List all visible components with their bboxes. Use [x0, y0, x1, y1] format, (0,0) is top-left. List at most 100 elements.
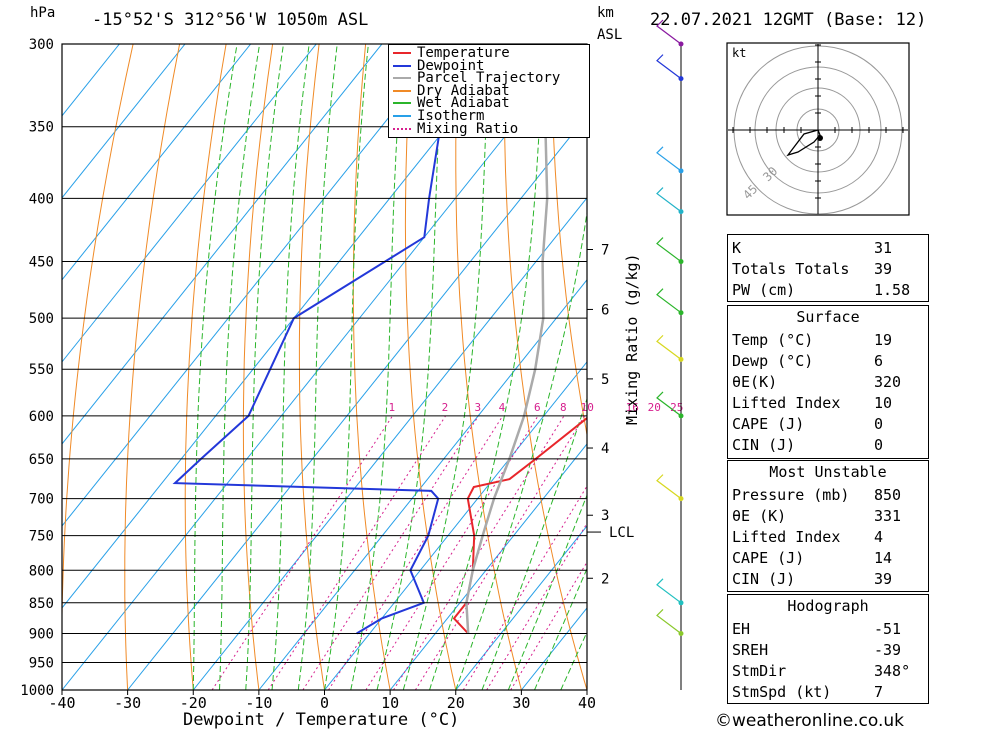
pressure-tick-label: 700	[29, 492, 54, 508]
indices-box: K 31 Totals Totals 39 PW (cm) 1.58	[727, 234, 929, 302]
chart-legend: Temperature Dewpoint Parcel Trajectory Dry …	[388, 44, 590, 138]
index-label: θE (K)	[732, 506, 787, 525]
x-tick-label: 0	[320, 694, 329, 712]
wind-barb	[656, 146, 682, 172]
index-label: Totals Totals	[732, 259, 850, 278]
legend-swatch	[393, 115, 411, 117]
hodograph-box: Hodograph EH -51 SREH -39 StmDir 348° StmSpd (…	[727, 594, 929, 704]
index-value: 1.58	[874, 280, 911, 299]
legend-label: Wet Adiabat	[417, 95, 510, 112]
index-value: 850	[874, 485, 902, 504]
legend-item: Dewpoint	[393, 57, 485, 74]
isotherm-line	[324, 361, 587, 690]
index-row: EH -51	[728, 618, 928, 639]
legend-item: Mixing Ratio	[393, 122, 518, 136]
index-label: Pressure (mb)	[732, 485, 850, 504]
legend-label: Dewpoint	[417, 57, 485, 74]
surface-box: Surface Temp (°C) 19 Dewp (°C) 6 θE(K) 320 Lif…	[727, 305, 929, 459]
isotherm-line	[455, 525, 587, 690]
index-row: θE(K) 320	[728, 371, 928, 392]
pressure-tick-label: 350	[29, 120, 54, 136]
wind-barb	[656, 609, 682, 634]
isotherm-line	[62, 44, 186, 199]
dewpoint-line	[172, 44, 462, 635]
wind-barb	[656, 474, 682, 500]
index-label: Lifted Index	[732, 527, 841, 546]
legend-swatch	[393, 89, 411, 92]
index-value: 4	[874, 527, 884, 546]
index-label: SREH	[732, 640, 769, 659]
mixing-ratio-label: 20	[648, 401, 661, 414]
x-tick-label: 20	[447, 694, 465, 712]
km-label: km	[597, 5, 614, 21]
x-tick-label: -10	[245, 694, 272, 712]
mixing-ratio-axis-label: Mixing Ratio (g/kg)	[623, 253, 641, 425]
pressure-tick-label: 500	[29, 311, 54, 327]
wet-adiabat-line	[192, 44, 238, 690]
index-value: -39	[874, 640, 902, 659]
index-value: 6	[874, 351, 884, 370]
index-row: Totals Totals 39	[728, 258, 928, 279]
wind-barb	[656, 288, 682, 314]
legend-swatch	[393, 77, 411, 80]
isotherm-line	[192, 197, 587, 690]
legend-item: Temperature	[393, 46, 510, 60]
isotherm-line	[62, 44, 383, 445]
x-tick-label: 10	[381, 694, 399, 712]
mixing-ratio-line	[302, 415, 479, 690]
index-label: StmDir	[732, 661, 787, 680]
hodograph-title: Hodograph	[787, 597, 869, 615]
index-value: 0	[874, 435, 884, 454]
isotherm-line	[62, 44, 252, 281]
x-tick-label: -30	[114, 694, 141, 712]
wet-adiabat-line	[271, 44, 310, 690]
dry-adiabat-line	[455, 44, 522, 690]
index-label: Temp (°C)	[732, 330, 814, 349]
index-row: PW (cm) 1.58	[728, 279, 928, 300]
wet-adiabat-line	[350, 44, 404, 690]
wet-adiabat-line	[245, 44, 284, 690]
km-tick-label: 5	[601, 372, 609, 388]
dry-adiabat-line	[124, 44, 181, 690]
index-label: K	[732, 238, 742, 257]
index-label: Lifted Index	[732, 393, 841, 412]
index-value: 320	[874, 372, 902, 391]
isotherm-line	[389, 443, 587, 690]
pressure-tick-label: 800	[29, 563, 54, 579]
mixing-ratio-line	[328, 415, 504, 690]
location-title: -15°52'S 312°56'W 1050m ASL	[92, 10, 369, 30]
copyright-link[interactable]: ©weatheronline.co.uk	[715, 711, 905, 731]
legend-item: Isotherm	[393, 109, 484, 123]
plot-frame	[61, 43, 588, 691]
index-row: Temp (°C) 19	[728, 329, 928, 350]
pressure-tick-label: 1000	[20, 683, 54, 699]
pressure-tick-label: 450	[29, 255, 54, 271]
mixing-ratio-line	[462, 485, 587, 690]
index-value: -51	[874, 619, 902, 638]
x-tick-label: -40	[48, 694, 75, 712]
mixing-ratio-label: 16	[626, 401, 639, 414]
index-value: 348°	[874, 661, 911, 680]
mixing-ratio-line	[510, 561, 587, 690]
index-value: 19	[874, 330, 893, 349]
index-row: Dewp (°C) 6	[728, 350, 928, 371]
legend-label: Parcel Trajectory	[417, 70, 561, 87]
isotherm-line	[62, 44, 120, 117]
dry-adiabat-line	[62, 44, 134, 690]
dry-adiabat-line	[924, 44, 1000, 690]
index-value: 0	[874, 414, 884, 433]
km-tick-label: 2	[601, 571, 609, 587]
legend-label: Dry Adiabat	[417, 82, 510, 99]
most-unstable-box: Most Unstable Pressure (mb) 850 θE (K) 331 L…	[727, 460, 929, 592]
wind-barb	[656, 334, 682, 360]
index-row: StmDir 348°	[728, 660, 928, 681]
wind-barb	[656, 19, 682, 45]
index-value: 331	[874, 506, 902, 525]
index-row: CIN (J) 0	[728, 434, 928, 455]
legend-swatch	[393, 52, 411, 54]
x-tick-label: 30	[512, 694, 530, 712]
legend-item: Wet Adiabat	[393, 95, 510, 112]
pressure-tick-label: 600	[29, 409, 54, 425]
index-label: EH	[732, 619, 751, 638]
